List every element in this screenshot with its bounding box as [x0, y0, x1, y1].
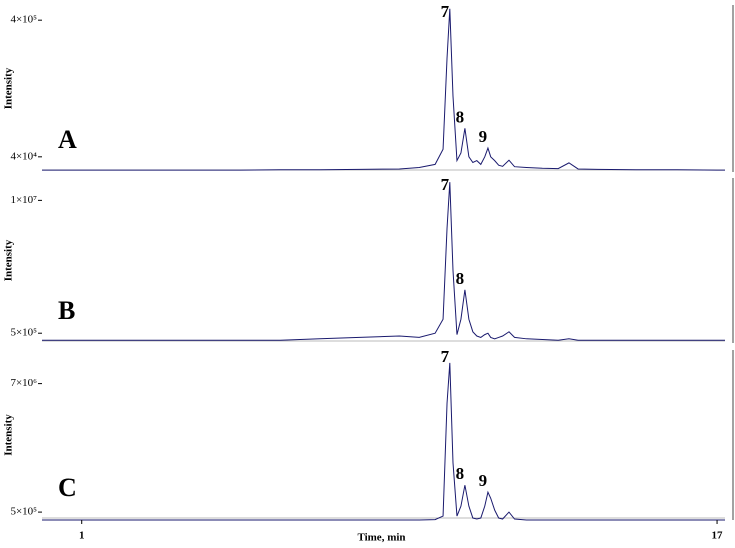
y-axis-label: Intensity [3, 414, 15, 456]
peak-label: 9 [479, 471, 488, 490]
y-axis-label: Intensity [3, 239, 15, 281]
peak-label: 7 [441, 347, 450, 366]
x-tick-label: 1 [79, 530, 85, 542]
x-axis-label: Time, min [357, 532, 405, 544]
peak-label: 8 [456, 464, 465, 483]
y-tick-label: 1×10⁷ [10, 194, 37, 206]
peak-label: 7 [441, 2, 450, 21]
y-tick-label: 7×10⁶ [10, 377, 37, 389]
panel-label: C [58, 473, 77, 502]
y-axis-label: Intensity [3, 67, 15, 109]
panel-label: B [58, 296, 75, 325]
y-tick-label: 4×10⁵ [10, 14, 37, 26]
peak-label: 7 [441, 175, 450, 194]
x-tick-label: 17 [712, 530, 724, 542]
panel-label: A [58, 125, 77, 154]
y-tick-label: 5×10⁵ [10, 327, 37, 339]
y-tick-label: 5×10⁵ [10, 506, 37, 518]
peak-label: 9 [479, 127, 488, 146]
trace [42, 362, 725, 521]
y-tick-label: 4×10⁴ [10, 150, 37, 162]
trace [42, 182, 725, 341]
peak-label: 8 [456, 107, 465, 126]
trace [42, 8, 725, 171]
peak-label: 8 [456, 269, 465, 288]
